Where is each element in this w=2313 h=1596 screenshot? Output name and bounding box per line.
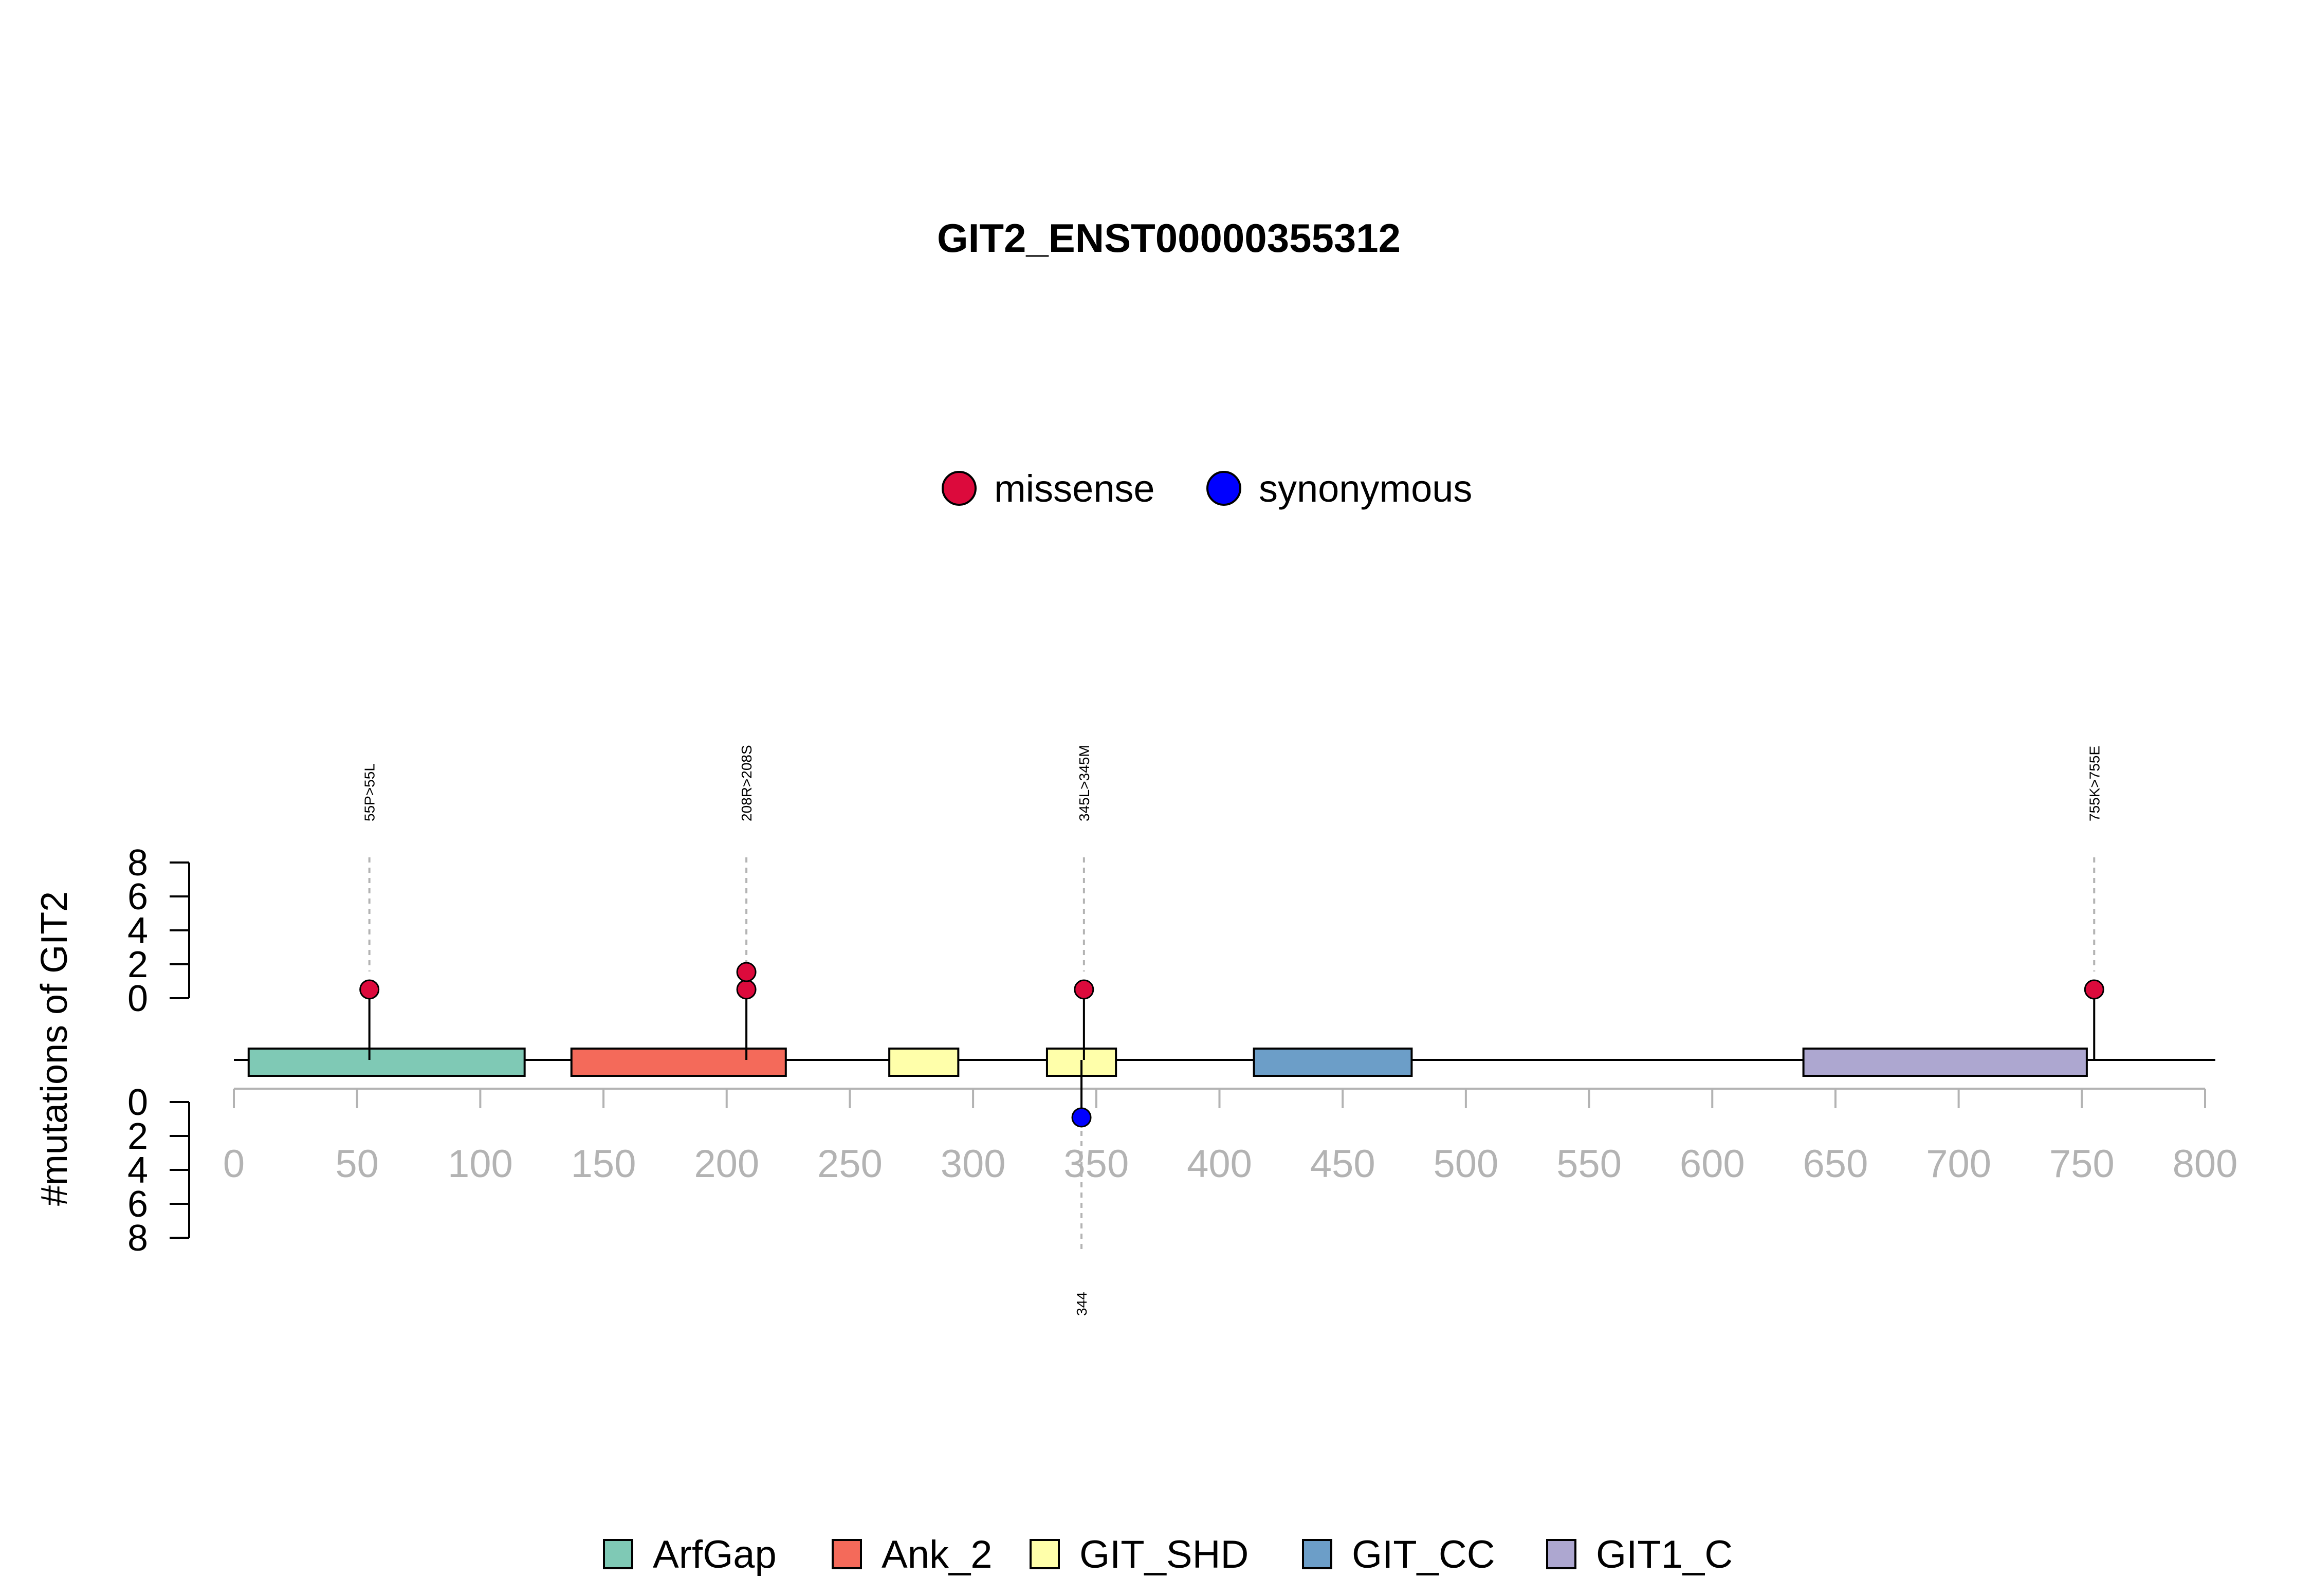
x-tick-label: 150 bbox=[571, 1142, 636, 1186]
domain-ArfGap bbox=[247, 1048, 526, 1077]
domain-legend-label-GIT_SHD: GIT_SHD bbox=[1079, 1533, 1249, 1576]
x-tick-label: 300 bbox=[941, 1142, 1006, 1186]
x-tick-label: 0 bbox=[223, 1142, 245, 1186]
mutation-legend: missense synonymous bbox=[942, 467, 1472, 510]
mutation-marker-missense bbox=[736, 962, 757, 982]
legend-marker-synonymous bbox=[1206, 471, 1241, 506]
y-axis-label: #mutations of GIT2 bbox=[34, 891, 75, 1206]
domain-legend-swatch-Ank_2 bbox=[832, 1539, 862, 1569]
domain-legend-swatch-GIT_SHD bbox=[1030, 1539, 1060, 1569]
domain-GIT_SHD bbox=[888, 1048, 960, 1077]
y-bottom-tick-label: 4 bbox=[127, 1150, 148, 1191]
domain-GIT1_C bbox=[1802, 1048, 2088, 1077]
domain-legend-label-Ank_2: Ank_2 bbox=[882, 1533, 993, 1576]
y-bottom-tick-label: 2 bbox=[127, 1116, 148, 1157]
mutation-label: 345L>345M bbox=[1076, 745, 1092, 821]
y-top-tick-label: 6 bbox=[127, 876, 148, 918]
mutation-label: 55P>55L bbox=[362, 763, 378, 821]
x-axis: 0 50 100 150 200 250 300 350 400 450 500 550 600 650 7… bbox=[223, 1088, 2238, 1186]
domain-boxes bbox=[247, 1048, 2088, 1077]
y-top-tick-label: 4 bbox=[127, 910, 148, 951]
y-top-tick-label: 8 bbox=[127, 842, 148, 884]
domain-legend-label-GIT1_C: GIT1_C bbox=[1596, 1533, 1733, 1576]
y-bottom-tick-label: 0 bbox=[127, 1082, 148, 1123]
x-tick-label: 700 bbox=[1926, 1142, 1991, 1186]
x-tick-label: 350 bbox=[1063, 1142, 1129, 1186]
mutation-marker-missense bbox=[736, 979, 757, 1000]
legend-label-missense: missense bbox=[994, 467, 1155, 510]
y-bottom-tick-label: 6 bbox=[127, 1184, 148, 1225]
mutation-label: 755K>755E bbox=[2086, 746, 2102, 821]
x-tick-label: 650 bbox=[1803, 1142, 1868, 1186]
domain-legend-swatch-GIT1_C bbox=[1546, 1539, 1576, 1569]
x-tick-label: 200 bbox=[694, 1142, 759, 1186]
x-tick-label: 250 bbox=[817, 1142, 883, 1186]
domain-GIT_CC bbox=[1253, 1048, 1413, 1077]
mutation-label: 208R>208S bbox=[739, 745, 755, 821]
x-tick-label: 750 bbox=[2049, 1142, 2115, 1186]
domain-legend: ArfGap Ank_2 GIT_SHD GIT_CC GIT1_C bbox=[603, 1533, 1733, 1576]
mutation-marker-missense bbox=[2084, 979, 2104, 1000]
mutation-marker-synonymous bbox=[1071, 1107, 1092, 1128]
x-tick-label: 800 bbox=[2173, 1142, 2238, 1186]
y-top-tick-label: 0 bbox=[127, 978, 148, 1019]
x-tick-label: 500 bbox=[1433, 1142, 1498, 1186]
mutation-marker-missense bbox=[359, 979, 380, 1000]
mutation-label-bottom: 344 bbox=[1074, 1292, 1090, 1316]
domain-legend-swatch-ArfGap bbox=[603, 1539, 633, 1569]
x-tick-label: 50 bbox=[335, 1142, 379, 1186]
domain-legend-swatch-GIT_CC bbox=[1302, 1539, 1332, 1569]
lollipop-markers: 55P>55L 208R>208S 345L>345M 755K>755E 344 bbox=[359, 745, 2104, 1316]
x-tick-label: 450 bbox=[1310, 1142, 1375, 1186]
x-tick-label: 600 bbox=[1680, 1142, 1745, 1186]
legend-marker-missense bbox=[942, 471, 977, 506]
y-bottom-tick-label: 8 bbox=[127, 1218, 148, 1259]
x-tick-label: 100 bbox=[448, 1142, 513, 1186]
x-tick-label: 400 bbox=[1187, 1142, 1252, 1186]
y-top-tick-label: 2 bbox=[127, 944, 148, 985]
chart-title: GIT2_ENST00000355312 bbox=[937, 215, 1401, 261]
domain-legend-label-GIT_CC: GIT_CC bbox=[1352, 1533, 1495, 1576]
domain-Ank_2 bbox=[570, 1048, 787, 1077]
legend-label-synonymous: synonymous bbox=[1259, 467, 1472, 510]
x-tick-label: 550 bbox=[1556, 1142, 1622, 1186]
domain-legend-label-ArfGap: ArfGap bbox=[653, 1533, 777, 1576]
mutation-marker-missense bbox=[1074, 979, 1094, 1000]
